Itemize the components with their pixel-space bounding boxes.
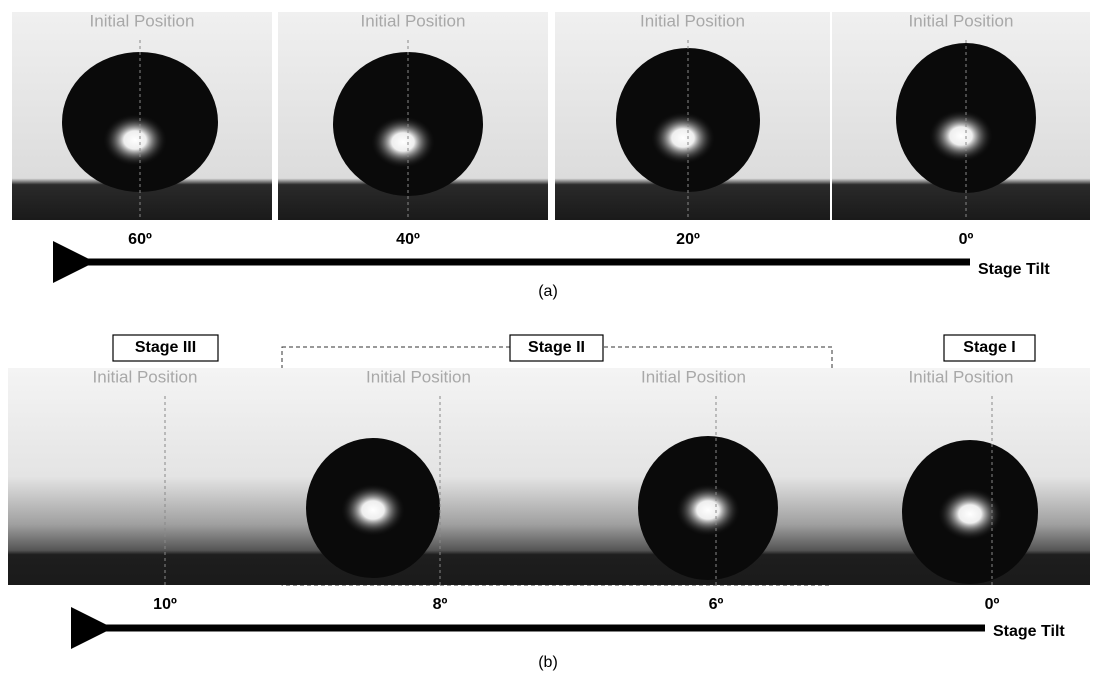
axis-label: Stage Tilt [993, 623, 1065, 640]
caption: (a) [538, 283, 558, 300]
droplet-highlight [341, 484, 405, 536]
frame-label: Initial Position [640, 11, 745, 30]
droplet-highlight [938, 488, 1002, 540]
droplet-highlight [929, 110, 993, 162]
stage-label: Stage II [528, 339, 585, 356]
droplet-highlight [103, 114, 167, 166]
tilt-angle: 40º [396, 231, 420, 248]
tilt-angle: 20º [676, 231, 700, 248]
tilt-angle: 0º [985, 596, 1000, 613]
axis-label: Stage Tilt [978, 261, 1050, 278]
frame-label: Initial Position [909, 11, 1014, 30]
droplet-highlight [676, 484, 740, 536]
tilt-angle: 0º [959, 231, 974, 248]
stage-label: Stage I [963, 339, 1015, 356]
droplet-highlight [371, 116, 435, 168]
frame-label: Initial Position [909, 367, 1014, 386]
frame-label: Initial Position [366, 367, 471, 386]
figure: Initial Position 60º Initial Position 40º In… [0, 0, 1097, 681]
frame-label: Initial Position [93, 367, 198, 386]
stage-label: Stage III [135, 339, 196, 356]
photo [8, 368, 282, 585]
droplet-highlight [651, 112, 715, 164]
frame-label: Initial Position [641, 367, 746, 386]
tilt-angle: 8º [433, 596, 448, 613]
tilt-angle: 10º [153, 596, 177, 613]
tilt-angle: 6º [709, 596, 724, 613]
frame-label: Initial Position [90, 11, 195, 30]
frame-label: Initial Position [361, 11, 466, 30]
caption: (b) [538, 654, 558, 671]
tilt-angle: 60º [128, 231, 152, 248]
